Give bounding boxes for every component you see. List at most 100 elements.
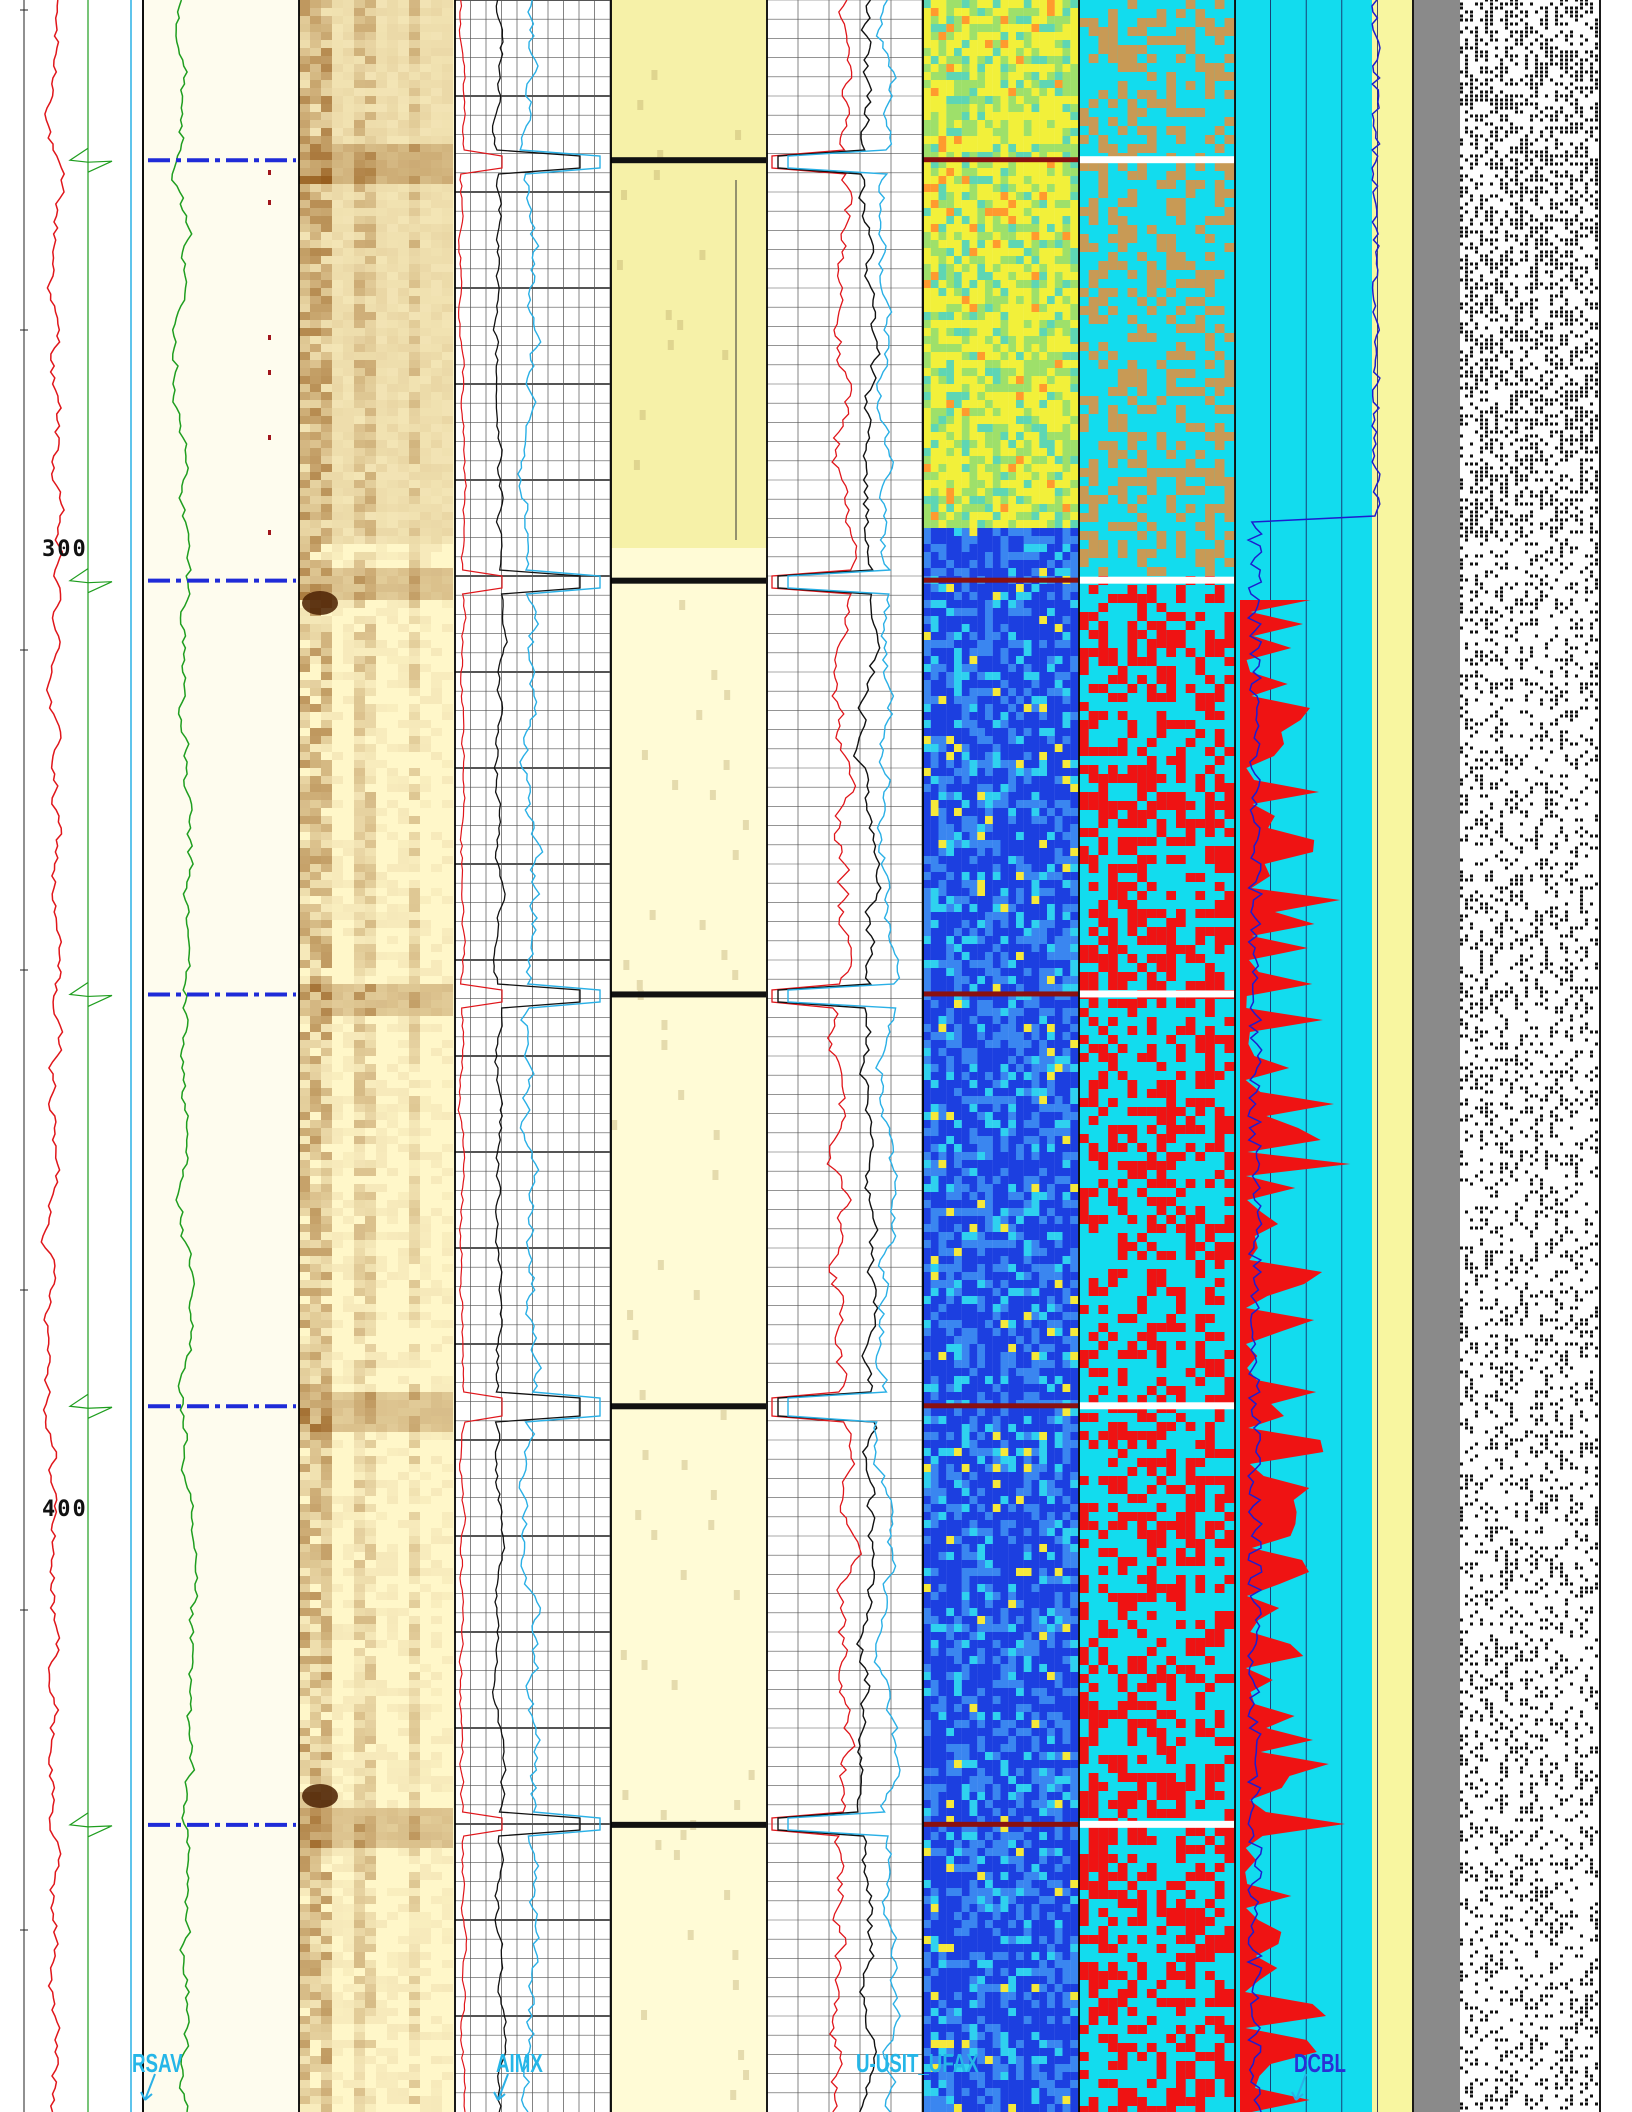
ufax-pixel (1039, 8, 1048, 16)
amplitude-pixel (431, 2016, 442, 2024)
amplitude-pixel (398, 1256, 409, 1264)
amplitude-pixel (310, 1896, 321, 1904)
amplitude-pixel (398, 320, 409, 328)
ufax-pixel (923, 160, 931, 168)
ufax-pixel (938, 320, 947, 328)
amplitude-pixel (321, 1176, 332, 1184)
amplitude-pixel (354, 1480, 365, 1488)
ufax-pixel (969, 160, 978, 168)
amplitude-pixel (310, 2088, 321, 2096)
ufax-pixel (1023, 752, 1032, 760)
ufax-pixel (992, 152, 1001, 160)
amplitude-pixel (431, 1432, 442, 1440)
ufax-pixel (1000, 592, 1009, 600)
amplitude-pixel (354, 1848, 365, 1856)
ufax-pixel (992, 416, 1001, 424)
amplitude-pixel (343, 1040, 354, 1048)
amplitude-pixel (442, 856, 453, 864)
amplitude-pixel (431, 496, 442, 504)
ufax-pixel (954, 512, 962, 520)
amplitude-pixel (332, 128, 343, 136)
ufax-pixel (1062, 464, 1071, 472)
ufax-pixel (992, 608, 1001, 616)
amplitude-pixel (409, 968, 420, 976)
amplitude-pixel (409, 2080, 420, 2088)
amplitude-pixel (365, 2104, 376, 2112)
amplitude-pixel (321, 272, 332, 280)
amplitude-pixel (431, 960, 442, 968)
ufax-pixel (1062, 480, 1071, 488)
amplitude-pixel (409, 408, 420, 416)
amplitude-pixel (332, 480, 343, 488)
amplitude-pixel (409, 248, 420, 256)
ufax-pixel (1008, 600, 1017, 608)
amplitude-pixel (310, 1040, 321, 1048)
amplitude-pixel (354, 96, 365, 104)
amplitude-pixel (409, 496, 420, 504)
ufax-pixel (969, 88, 978, 96)
amplitude-pixel (354, 2104, 365, 2112)
amplitude-pixel (409, 128, 420, 136)
amplitude-pixel (420, 1096, 431, 1104)
amplitude-pixel (299, 104, 310, 112)
ufax-pixel (1062, 680, 1071, 688)
amplitude-pixel (420, 1024, 431, 1032)
amplitude-pixel (387, 1448, 398, 1456)
amplitude-pixel (365, 528, 376, 536)
ufax-pixel (992, 168, 1001, 176)
amplitude-pixel (442, 464, 453, 472)
ufax-pixel (1023, 648, 1032, 656)
ufax-pixel (992, 648, 1001, 656)
ufax-pixel (992, 328, 1001, 336)
amplitude-pixel (332, 0, 343, 8)
ufax-pixel (969, 568, 978, 576)
amplitude-pixel (442, 232, 453, 240)
ufax-pixel (923, 224, 931, 232)
ufax-pixel (985, 736, 993, 744)
ufax-pixel (954, 328, 962, 336)
ufax-pixel (1016, 256, 1024, 264)
amplitude-pixel (365, 632, 376, 640)
ufax-pixel (969, 648, 978, 656)
amplitude-pixel (398, 1408, 409, 1416)
amplitude-pixel (376, 296, 387, 304)
amplitude-pixel (321, 0, 332, 8)
amplitude-pixel (299, 976, 310, 984)
ufax-pixel (985, 40, 993, 48)
amplitude-pixel (299, 1504, 310, 1512)
amplitude-pixel (398, 1832, 409, 1840)
ufax-pixel (1039, 328, 1048, 336)
ufax-pixel (1016, 440, 1024, 448)
ufax-pixel (1023, 296, 1032, 304)
ufax-pixel (1016, 608, 1024, 616)
amplitude-pixel (376, 576, 387, 584)
amplitude-pixel (321, 432, 332, 440)
amplitude-pixel (420, 1816, 431, 1824)
amplitude-pixel (299, 872, 310, 880)
ufax-pixel (923, 688, 931, 696)
amplitude-pixel (310, 1592, 321, 1600)
ufax-pixel (923, 656, 931, 664)
ufax-pixel (1070, 400, 1079, 408)
ufax-pixel (961, 160, 970, 168)
ufax-pixel (1031, 48, 1040, 56)
amplitude-pixel (365, 1960, 376, 1968)
amplitude-pixel (431, 392, 442, 400)
ufax-pixel (992, 104, 1001, 112)
amplitude-pixel (332, 1232, 343, 1240)
amplitude-pixel (376, 584, 387, 592)
ufax-pixel (938, 760, 947, 768)
amplitude-pixel (310, 760, 321, 768)
amplitude-pixel (398, 592, 409, 600)
amplitude-pixel (376, 1984, 387, 1992)
amplitude-pixel (343, 1904, 354, 1912)
amplitude-pixel (442, 104, 453, 112)
amplitude-pixel (376, 104, 387, 112)
amplitude-pixel (321, 944, 332, 952)
amplitude-pixel (365, 128, 376, 136)
amplitude-pixel (321, 672, 332, 680)
amplitude-pixel (321, 1576, 332, 1584)
amplitude-pixel (310, 888, 321, 896)
amplitude-pixel (299, 1608, 310, 1616)
amplitude-pixel (299, 1808, 310, 1816)
